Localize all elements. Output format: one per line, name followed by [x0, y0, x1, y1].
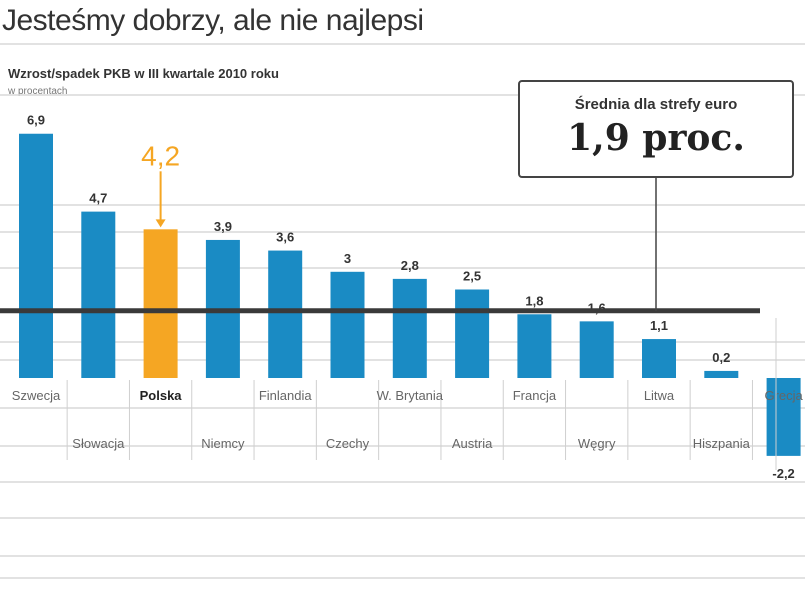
value-label: -2,2: [772, 466, 794, 481]
category-label: Niemcy: [201, 436, 245, 451]
bar-szwecja: [19, 133, 53, 378]
highlight-arrow: [155, 219, 166, 228]
category-label: W. Brytania: [377, 388, 444, 403]
bar-w-brytania: [392, 278, 427, 378]
category-label: Czechy: [326, 436, 370, 451]
bar-litwa: [642, 339, 676, 378]
value-label: 1,1: [650, 318, 668, 333]
value-label: 0,2: [712, 350, 730, 365]
category-label: Hiszpania: [693, 436, 751, 451]
category-label: Grecja: [764, 388, 803, 403]
bar-hiszpania: [704, 370, 739, 378]
unit-note: w procentach: [8, 86, 68, 97]
bar-grecja: [766, 378, 801, 456]
callout-value: 1,9 proc.: [567, 117, 745, 159]
page-title: Jesteśmy dobrzy, ale nie najlepsi: [2, 4, 424, 37]
value-label: 1,8: [525, 293, 543, 308]
chart-subtitle: Wzrost/spadek PKB w III kwartale 2010 ro…: [8, 66, 279, 81]
bar-węgry: [579, 321, 614, 378]
value-label: 3: [344, 251, 351, 266]
category-label: Polska: [140, 388, 183, 403]
value-label: 6,9: [27, 113, 45, 128]
bar-finlandia: [268, 250, 303, 378]
category-label: Litwa: [644, 388, 675, 403]
category-label: Szwecja: [12, 388, 61, 403]
bar-polska: [143, 229, 178, 378]
category-label: Austria: [452, 436, 493, 451]
bar-słowacja: [81, 211, 116, 378]
value-label: 2,8: [401, 258, 419, 273]
category-label: Finlandia: [259, 388, 313, 403]
value-label: 4,7: [89, 191, 107, 206]
bar-austria: [455, 289, 490, 378]
value-label: 3,6: [276, 230, 294, 245]
euro-average-callout: Średnia dla strefy euro 1,9 proc.: [518, 80, 794, 178]
category-label: Francja: [513, 388, 557, 403]
category-label: Słowacja: [72, 436, 125, 451]
bar-francja: [517, 314, 552, 378]
value-label: 2,5: [463, 269, 481, 284]
bar-czechy: [330, 271, 365, 378]
value-label: 3,9: [214, 219, 232, 234]
callout-label: Średnia dla strefy euro: [574, 96, 738, 113]
value-label: 4,2: [141, 140, 180, 171]
category-label: Węgry: [578, 436, 616, 451]
